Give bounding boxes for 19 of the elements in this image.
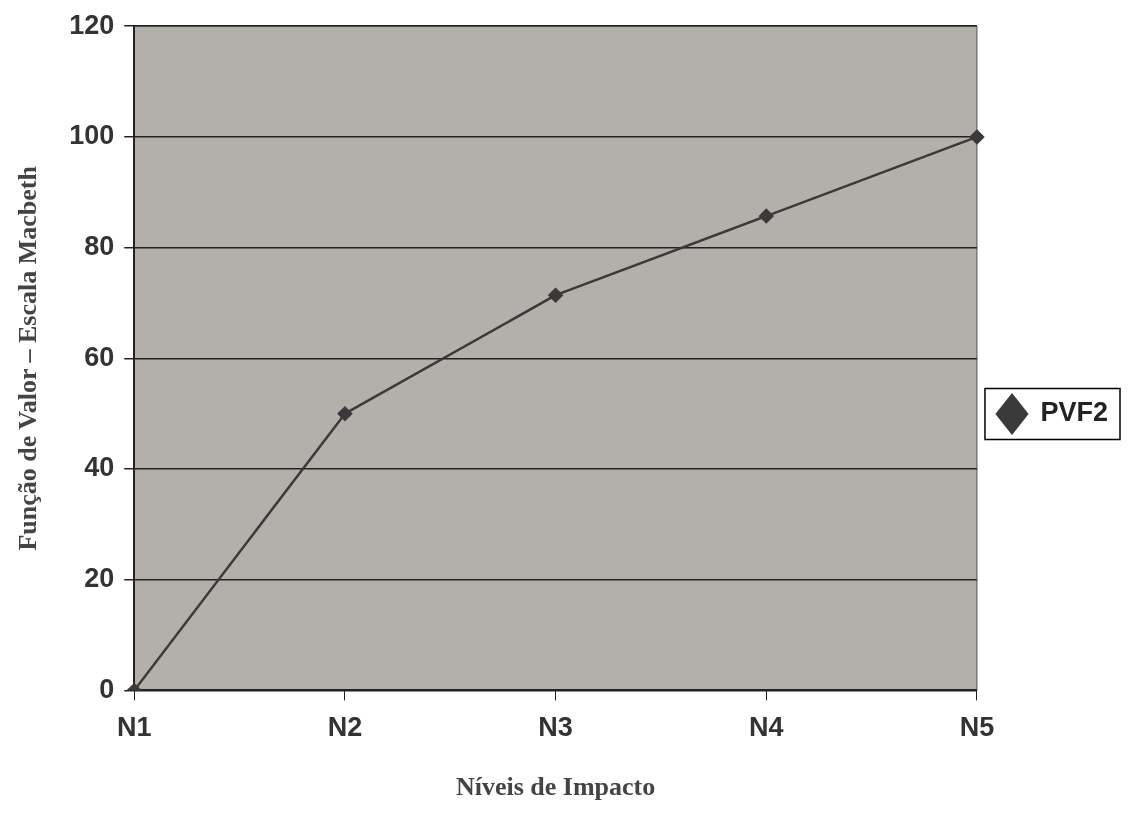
y-tick-label: 120 (69, 9, 115, 40)
y-tick-label: 80 (84, 231, 115, 262)
y-axis-title: Função de Valor – Escala Macbeth (13, 165, 43, 551)
x-tick-label: N2 (327, 712, 363, 743)
x-tick-label: N1 (116, 712, 152, 743)
y-tick-label: 100 (69, 120, 115, 151)
y-tick-label: 40 (84, 452, 115, 483)
y-tick-label: 60 (84, 341, 115, 372)
x-axis-title: Níveis de Impacto (455, 772, 656, 802)
point (548, 287, 563, 303)
y-tick-label: 20 (84, 563, 115, 594)
legend-label: PVF2 (1040, 397, 1108, 428)
x-tick-label: N3 (538, 712, 573, 743)
point (759, 208, 774, 224)
x-tick-label: N5 (959, 712, 995, 743)
point (337, 406, 353, 421)
y-tick-label: 0 (99, 673, 115, 704)
point (969, 129, 985, 145)
x-tick-label: N4 (749, 712, 784, 743)
